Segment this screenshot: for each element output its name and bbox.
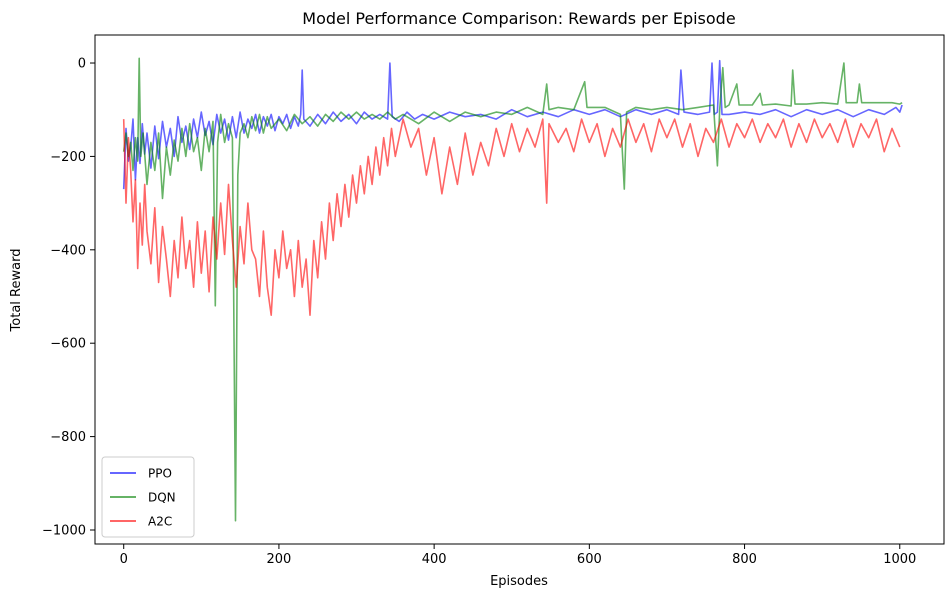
y-tick-label: −400 xyxy=(50,243,86,258)
y-tick-label: −200 xyxy=(50,150,86,165)
legend-box xyxy=(101,456,195,538)
legend-label-ppo: PPO xyxy=(148,467,172,481)
y-tick-label: −800 xyxy=(50,430,86,445)
y-tick-label: −1000 xyxy=(42,523,86,538)
x-tick-label: 400 xyxy=(422,552,447,567)
x-tick-label: 1000 xyxy=(883,552,916,567)
chart-title: Model Performance Comparison: Rewards pe… xyxy=(302,9,735,28)
x-tick-label: 0 xyxy=(120,552,128,567)
legend-label-a2c: A2C xyxy=(148,515,172,529)
x-tick-label: 800 xyxy=(732,552,757,567)
axes-frame xyxy=(94,34,945,545)
series-line-a2c xyxy=(122,118,901,316)
ticks: 0 200 400 600 800 1000 0 −200 −400 −600 −800 −1000 xyxy=(42,57,916,567)
y-tick-label: 0 xyxy=(78,57,86,72)
legend: PPO DQN A2C xyxy=(101,456,195,538)
x-tick-label: 600 xyxy=(577,552,602,567)
x-tick-label: 200 xyxy=(267,552,292,567)
series-line-dqn xyxy=(122,57,903,522)
y-tick-label: −600 xyxy=(50,337,86,352)
legend-label-dqn: DQN xyxy=(148,491,176,505)
y-axis-label: Total Reward xyxy=(9,249,24,333)
series-lines xyxy=(122,57,903,522)
axes xyxy=(94,34,945,545)
x-axis-label: Episodes xyxy=(490,574,548,589)
